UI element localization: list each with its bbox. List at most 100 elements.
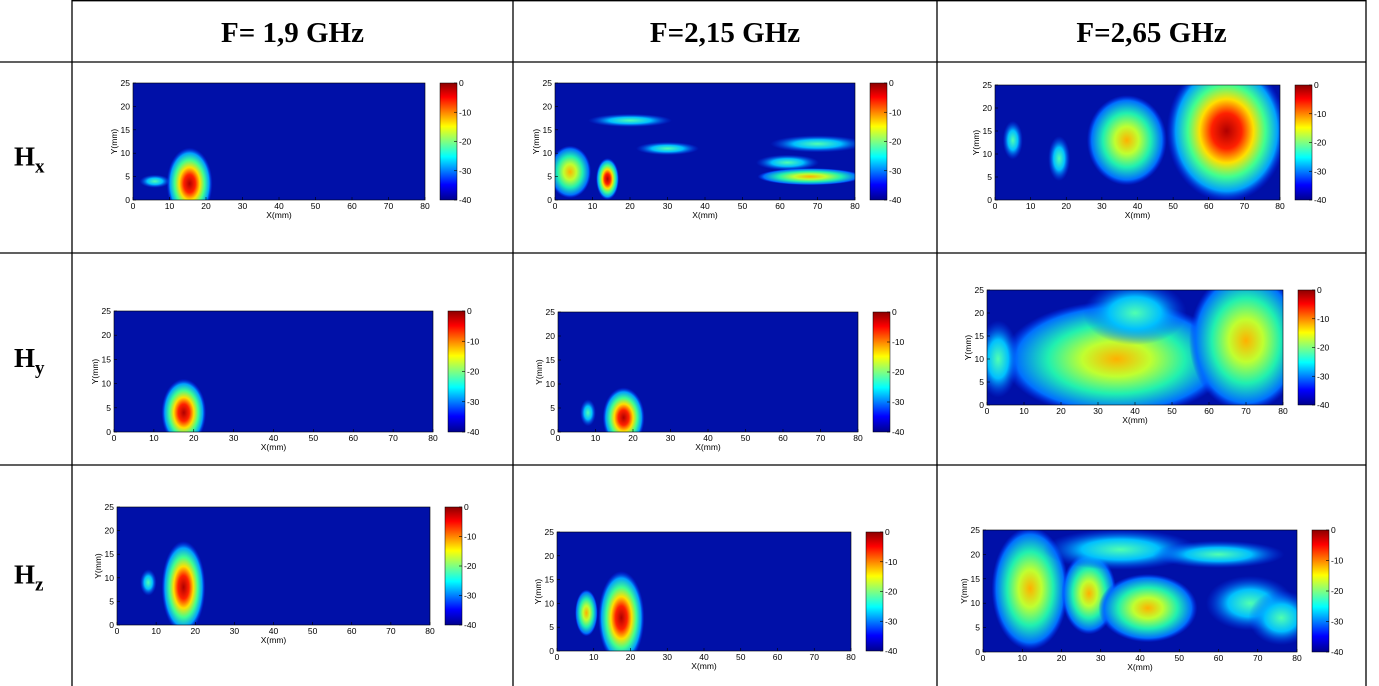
y-axis-label: Y(mm) bbox=[959, 578, 969, 604]
colorbar-tick-label: 0 bbox=[889, 78, 894, 88]
colorbar-tick-label: 0 bbox=[1314, 80, 1319, 90]
row-label-main: H bbox=[14, 142, 35, 172]
row-label: Hy bbox=[14, 343, 45, 379]
x-axis-label: X(mm) bbox=[266, 210, 292, 220]
colorbar-tick-label: -40 bbox=[1317, 400, 1330, 410]
x-tick-label: 10 bbox=[149, 433, 159, 443]
field-spot bbox=[1189, 290, 1283, 405]
x-tick-label: 0 bbox=[555, 652, 560, 662]
row-label-sub: z bbox=[35, 575, 44, 596]
y-tick-label: 5 bbox=[979, 377, 984, 387]
field-spot bbox=[602, 387, 645, 432]
field-map bbox=[575, 571, 645, 651]
colorbar-tick-label: 0 bbox=[892, 307, 897, 317]
x-tick-label: 30 bbox=[666, 433, 676, 443]
y-tick-label: 0 bbox=[549, 646, 554, 656]
x-tick-label: 60 bbox=[773, 652, 783, 662]
x-tick-label: 50 bbox=[741, 433, 751, 443]
y-tick-label: 0 bbox=[109, 620, 114, 630]
colorbar-tick-label: -40 bbox=[1331, 647, 1344, 657]
y-axis-label: Y(mm) bbox=[533, 579, 543, 605]
colorbar-tick-label: -20 bbox=[1331, 586, 1344, 596]
x-tick-label: 80 bbox=[428, 433, 438, 443]
x-tick-label: 20 bbox=[625, 201, 635, 211]
field-spot bbox=[991, 530, 1069, 651]
colorbar-tick-label: -10 bbox=[467, 336, 480, 346]
colorbar-tick-label: -10 bbox=[1331, 556, 1344, 566]
field-spot bbox=[555, 145, 591, 199]
column-header: F=2,15 GHz bbox=[650, 17, 800, 49]
field-spot bbox=[1098, 573, 1198, 643]
x-axis-label: X(mm) bbox=[1122, 415, 1148, 425]
x-tick-label: 10 bbox=[1019, 406, 1029, 416]
field-map bbox=[555, 113, 855, 200]
field-spot bbox=[598, 571, 645, 651]
row-label-main: H bbox=[14, 560, 35, 590]
colorbar-tick-label: -20 bbox=[459, 137, 472, 147]
field-spot bbox=[770, 135, 855, 153]
field-spot bbox=[1152, 540, 1285, 569]
y-tick-label: 10 bbox=[983, 149, 993, 159]
y-tick-label: 15 bbox=[102, 354, 112, 364]
row-label: Hz bbox=[14, 560, 44, 596]
y-tick-label: 5 bbox=[550, 403, 555, 413]
colorbar-tick-label: -20 bbox=[1317, 343, 1330, 353]
colorbar-tick-label: -10 bbox=[885, 557, 898, 567]
y-tick-label: 5 bbox=[125, 172, 130, 182]
x-tick-label: 70 bbox=[384, 201, 394, 211]
field-map bbox=[140, 540, 206, 625]
y-tick-label: 10 bbox=[971, 598, 981, 608]
y-tick-label: 15 bbox=[543, 125, 553, 135]
y-tick-label: 10 bbox=[975, 354, 985, 364]
field-spot bbox=[1166, 85, 1280, 200]
x-tick-label: 50 bbox=[309, 433, 319, 443]
field-plot: 0 10 20 30 40 50 60 70 80 0 5 10 15 20 25 X(mm) Y(mm) 0 -1… bbox=[963, 285, 1330, 425]
x-tick-label: 20 bbox=[1056, 406, 1066, 416]
colorbar-tick-label: -30 bbox=[1331, 617, 1344, 627]
y-tick-label: 10 bbox=[546, 379, 556, 389]
colorbar-tick-label: -10 bbox=[1317, 314, 1330, 324]
x-tick-label: 20 bbox=[191, 626, 201, 636]
x-tick-label: 40 bbox=[274, 201, 284, 211]
field-spot bbox=[575, 589, 598, 637]
field-spot bbox=[1083, 290, 1187, 346]
row-label: Hx bbox=[14, 142, 45, 178]
x-tick-label: 30 bbox=[663, 652, 673, 662]
y-tick-label: 15 bbox=[105, 549, 115, 559]
x-tick-label: 30 bbox=[663, 201, 673, 211]
field-plot: 0 10 20 30 40 50 60 70 80 0 5 10 15 20 25 X(mm) Y(mm) 0 -1… bbox=[533, 527, 898, 671]
x-tick-label: 10 bbox=[589, 652, 599, 662]
field-spot bbox=[595, 157, 620, 200]
y-tick-label: 10 bbox=[102, 379, 112, 389]
colorbar-tick-label: -10 bbox=[464, 532, 477, 542]
y-tick-label: 25 bbox=[975, 285, 985, 295]
field-spot bbox=[161, 378, 207, 432]
x-axis-label: X(mm) bbox=[261, 442, 287, 452]
y-tick-label: 25 bbox=[543, 78, 553, 88]
colorbar-tick-label: 0 bbox=[459, 78, 464, 88]
x-tick-label: 0 bbox=[556, 433, 561, 443]
field-map bbox=[580, 387, 645, 432]
y-tick-label: 0 bbox=[106, 427, 111, 437]
x-tick-label: 0 bbox=[112, 433, 117, 443]
colorbar-tick-label: -30 bbox=[892, 397, 905, 407]
y-tick-label: 25 bbox=[105, 502, 115, 512]
y-tick-label: 0 bbox=[547, 195, 552, 205]
x-tick-label: 70 bbox=[388, 433, 398, 443]
x-tick-label: 20 bbox=[189, 433, 199, 443]
y-tick-label: 5 bbox=[549, 622, 554, 632]
x-tick-label: 60 bbox=[349, 433, 359, 443]
y-axis-label: Y(mm) bbox=[534, 359, 544, 385]
x-tick-label: 30 bbox=[238, 201, 248, 211]
y-axis-label: Y(mm) bbox=[531, 129, 541, 155]
y-tick-label: 5 bbox=[987, 172, 992, 182]
x-tick-label: 80 bbox=[1275, 201, 1285, 211]
x-axis-label: X(mm) bbox=[695, 442, 721, 452]
y-tick-label: 20 bbox=[546, 331, 556, 341]
y-axis-label: Y(mm) bbox=[971, 130, 981, 156]
field-spot bbox=[1248, 590, 1297, 646]
y-tick-label: 0 bbox=[550, 427, 555, 437]
y-tick-label: 0 bbox=[979, 400, 984, 410]
x-tick-label: 20 bbox=[1057, 653, 1067, 663]
y-axis-label: Y(mm) bbox=[90, 359, 100, 385]
